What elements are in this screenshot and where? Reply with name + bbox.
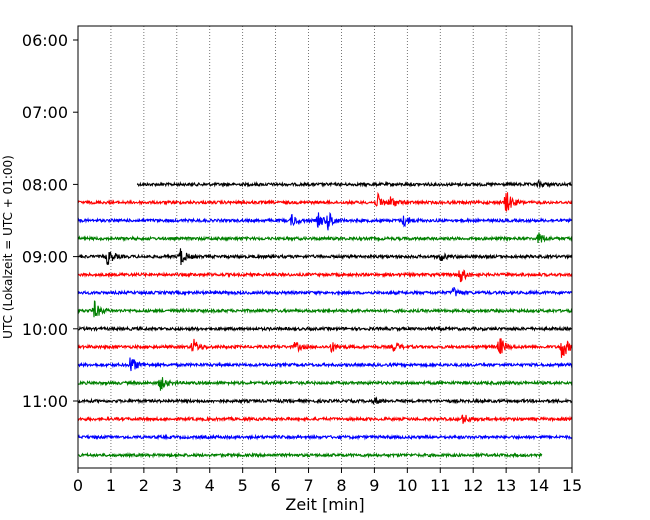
y-tick-label: 07:00	[22, 103, 68, 122]
x-tick-label: 11	[430, 476, 450, 495]
seismogram-trace	[77, 300, 573, 318]
seismogram-trace	[77, 414, 573, 424]
seismogram-trace	[77, 248, 573, 266]
x-tick-label: 12	[463, 476, 483, 495]
x-axis-label: Zeit [min]	[285, 495, 364, 514]
x-tick-label: 6	[271, 476, 281, 495]
seismogram-trace	[77, 191, 573, 212]
x-axis-ticks: 0 1 2 3 4 5 6 7 8 9 10 11 12 13 14 15	[73, 468, 582, 495]
plot-frame	[77, 25, 573, 469]
seismogram-trace	[77, 338, 573, 358]
x-tick-label: 2	[139, 476, 149, 495]
x-tick-label: 10	[397, 476, 417, 495]
y-tick-label: 09:00	[22, 248, 68, 267]
x-tick-label: 8	[336, 476, 346, 495]
seismogram-trace	[77, 325, 573, 333]
seismogram-trace	[77, 269, 573, 283]
seismogram-trace	[77, 433, 573, 441]
x-tick-label: 5	[238, 476, 248, 495]
seismogram-trace	[77, 232, 573, 244]
x-tick-label: 14	[529, 476, 549, 495]
x-tick-label: 1	[106, 476, 116, 495]
seismogram-trace	[77, 377, 573, 391]
x-tick-label: 3	[172, 476, 182, 495]
y-tick-label: 06:00	[22, 31, 68, 50]
x-tick-label: 15	[562, 476, 582, 495]
y-axis-label: UTC (Lokalzeit = UTC + 01:00)	[1, 155, 15, 339]
seismogram-trace	[77, 451, 543, 459]
seismogram-trace	[77, 211, 573, 231]
y-tick-label: 10:00	[22, 320, 68, 339]
seismogram-trace	[136, 178, 573, 189]
seismogram-trace	[77, 357, 573, 372]
y-tick-label: 08:00	[22, 175, 68, 194]
y-axis-ticks: 06:00 07:00 08:00 09:00 10:00 11:00	[22, 31, 78, 411]
y-tick-label: 11:00	[22, 392, 68, 411]
x-tick-label: 4	[205, 476, 215, 495]
seismogram-trace	[77, 287, 573, 297]
seismogram-trace	[77, 396, 573, 405]
x-tick-label: 9	[369, 476, 379, 495]
x-tick-label: 7	[303, 476, 313, 495]
seismic-traces	[77, 178, 573, 459]
x-tick-label: 13	[496, 476, 516, 495]
x-tick-label: 0	[73, 476, 83, 495]
plot-area	[78, 26, 572, 468]
